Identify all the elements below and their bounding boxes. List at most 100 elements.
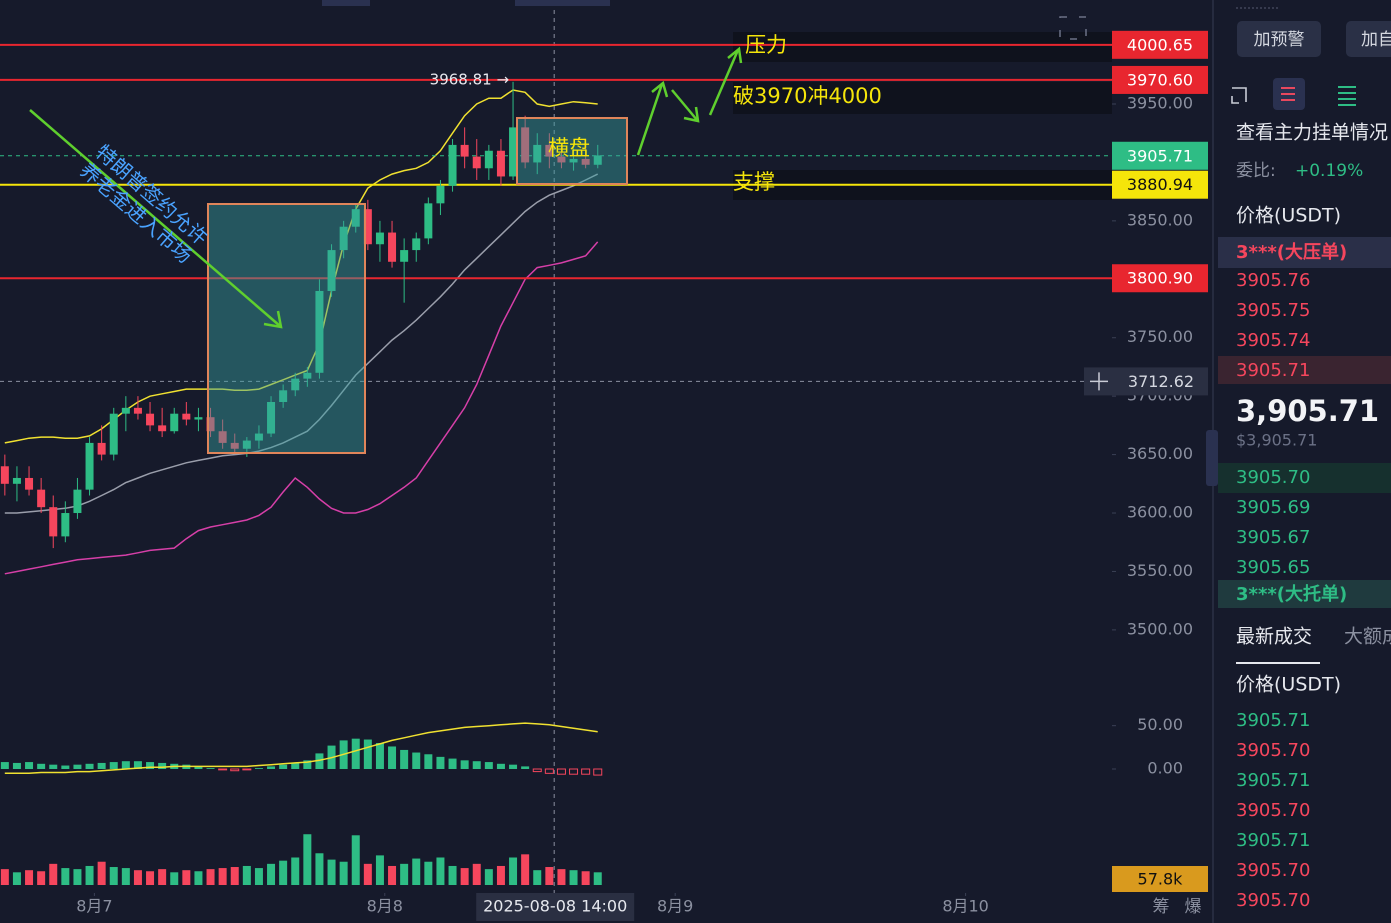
link[interactable]: 查看主力挂单情况 — [1236, 122, 1388, 144]
candle-body — [242, 440, 251, 449]
tool-button[interactable]: 筹 — [1153, 897, 1170, 917]
price-tag-label: 3970.60 — [1127, 70, 1193, 89]
macd-bar — [73, 764, 82, 769]
button[interactable] — [1346, 21, 1391, 57]
macd-bar — [363, 739, 372, 769]
macd-bar — [569, 768, 579, 775]
expand-icon[interactable] — [1059, 16, 1087, 40]
icon[interactable] — [1231, 87, 1247, 104]
candle-body — [327, 250, 336, 291]
volume-bar — [109, 867, 118, 885]
crosshair-date: 2025-08-08 14:00 — [483, 897, 627, 916]
volume-bar — [230, 867, 239, 885]
candle-body — [218, 431, 227, 443]
volume-bar — [569, 870, 578, 885]
price-tag — [1112, 170, 1208, 199]
candle-body — [509, 127, 518, 177]
macd-bar — [0, 762, 9, 769]
trade-price: 3905.70 — [1236, 860, 1310, 881]
ask-price: 3905.74 — [1236, 330, 1310, 351]
volume-bar — [254, 868, 263, 885]
candle-body — [85, 442, 94, 490]
volume-bar — [146, 871, 155, 885]
trade-price: 3905.70 — [1236, 890, 1310, 911]
tab[interactable]: 大额成交 — [1344, 626, 1391, 648]
volume-bar — [37, 871, 46, 885]
price-tag — [1112, 30, 1208, 59]
band-line — [4, 89, 598, 444]
tool-button[interactable]: 爆 — [1185, 897, 1202, 917]
volume-bar — [509, 857, 518, 885]
macd-bar — [206, 768, 215, 769]
volume-bar — [133, 870, 142, 885]
crosshair-plus — [1090, 372, 1108, 391]
volume-bar — [0, 869, 9, 885]
trade-price: 3905.71 — [1236, 770, 1310, 791]
candle-body — [593, 155, 602, 165]
candle-body — [230, 442, 239, 449]
button-label[interactable]: 加预警 — [1254, 30, 1305, 50]
x-tick-label: 8月10 — [942, 897, 989, 916]
macd-bar — [544, 768, 554, 774]
candle-body — [533, 144, 542, 163]
volume-bar — [315, 853, 324, 885]
macd-bar — [254, 768, 263, 769]
candle-body — [303, 372, 312, 379]
candle-body — [363, 209, 372, 245]
candle-body — [375, 232, 384, 245]
price-tag-label: 3905.71 — [1127, 146, 1193, 165]
last-price: 3,905.71 — [1236, 394, 1379, 428]
macd-bar — [315, 753, 324, 769]
candle-body — [0, 466, 9, 484]
bid-price: 3905.65 — [1236, 557, 1310, 578]
candle-body — [279, 390, 288, 403]
row-bg — [1218, 356, 1391, 384]
candle-body — [388, 232, 397, 262]
volume-bar — [545, 867, 554, 885]
macd-line — [4, 722, 598, 775]
volume-bar — [412, 858, 421, 885]
macd-bar — [37, 763, 46, 769]
candle-body — [194, 417, 203, 420]
volume-bar — [436, 857, 445, 885]
candle-body — [61, 513, 70, 537]
button-label[interactable]: 加自选 — [1361, 30, 1391, 50]
macd-bar — [109, 762, 118, 769]
price-tag-label: 4000.65 — [1127, 35, 1193, 54]
candle-body — [339, 226, 348, 251]
candle-body — [121, 407, 130, 414]
volume-bar — [496, 865, 505, 885]
macd-bar — [581, 768, 591, 775]
bid-price: 3905.69 — [1236, 497, 1310, 518]
macd-bar — [436, 756, 445, 769]
candle-body — [267, 402, 276, 434]
candle-body — [351, 209, 360, 227]
y-tick-label: 3950.00 — [1127, 94, 1193, 113]
x-tick-label: 8月7 — [76, 897, 112, 916]
candle-body — [97, 442, 106, 455]
note-band — [733, 32, 1112, 62]
icon[interactable] — [1281, 87, 1295, 101]
volume-tag-label: 57.8k — [1138, 870, 1184, 889]
collapse-handle[interactable] — [1206, 430, 1218, 486]
volume-bar — [593, 872, 602, 885]
candle-body — [25, 477, 34, 490]
button[interactable] — [1237, 21, 1321, 57]
icon[interactable] — [1338, 86, 1356, 106]
candle-body — [37, 489, 46, 508]
tab[interactable]: 最新成交 — [1236, 626, 1312, 648]
volume-bar — [351, 835, 360, 885]
volume-bar — [97, 861, 106, 885]
price-tag-label: 3800.90 — [1127, 269, 1193, 288]
macd-bar — [121, 761, 130, 769]
trade-price: 3905.71 — [1236, 830, 1310, 851]
trade-price: 3905.70 — [1236, 800, 1310, 821]
macd-bar — [375, 743, 384, 769]
macd-bar — [448, 758, 457, 769]
candle-body — [581, 158, 590, 165]
macd-bar — [230, 768, 240, 772]
macd-bar — [472, 761, 481, 769]
candle-body — [133, 407, 142, 414]
price-tag — [1112, 264, 1208, 293]
